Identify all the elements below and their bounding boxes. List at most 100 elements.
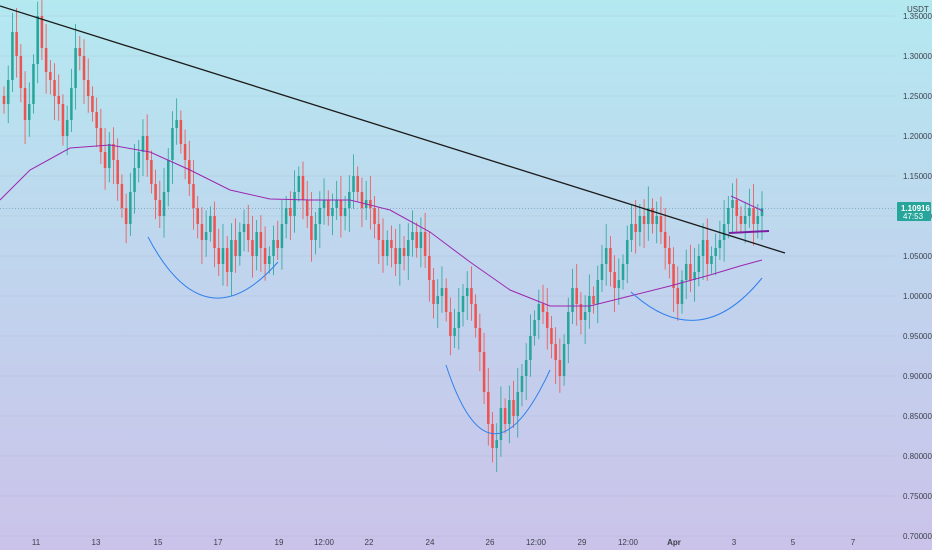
x-tick-label: 22 bbox=[365, 538, 374, 547]
candle-body bbox=[731, 200, 734, 208]
x-tick-label: 12:00 bbox=[314, 538, 335, 547]
candle-body bbox=[23, 88, 27, 120]
candle-body bbox=[748, 208, 751, 216]
candle-body bbox=[575, 288, 578, 304]
last-price-label: 1.10916 47:53 bbox=[897, 202, 931, 221]
candle-body bbox=[242, 224, 246, 232]
candle-body bbox=[326, 200, 330, 216]
candle-body bbox=[697, 256, 701, 272]
candle-body bbox=[103, 152, 107, 168]
candle-body bbox=[503, 408, 507, 424]
candle-body bbox=[710, 256, 713, 264]
candle-body bbox=[305, 200, 309, 216]
x-tick-label: 15 bbox=[154, 538, 163, 547]
candle-body bbox=[550, 328, 553, 344]
candle-body bbox=[124, 208, 128, 224]
candle-body bbox=[444, 288, 448, 312]
y-tick-label: 1.30000 bbox=[903, 52, 932, 61]
candle-body bbox=[545, 312, 549, 328]
y-tick-label: 1.15000 bbox=[903, 172, 932, 181]
candle-body bbox=[352, 176, 355, 192]
y-tick-label: 1.20000 bbox=[903, 132, 932, 141]
price-axis[interactable]: USDT 1.35000 1.30000 1.25000 1.20000 1.15000… bbox=[903, 5, 932, 541]
candle-body bbox=[82, 56, 86, 80]
candle-body bbox=[752, 208, 755, 224]
candle-body bbox=[162, 192, 166, 216]
candle-body bbox=[625, 240, 629, 264]
candle-body bbox=[91, 96, 94, 112]
time-axis[interactable]: 11 13 15 17 19 12:00 22 24 26 12:00 29 12:00 Apr 3 5 7 bbox=[32, 538, 856, 547]
candle-body bbox=[322, 200, 326, 208]
candle-body bbox=[533, 320, 536, 336]
candle-body bbox=[727, 208, 730, 224]
candle-body bbox=[268, 256, 271, 264]
candle-body bbox=[600, 264, 604, 280]
candle-body bbox=[537, 304, 541, 320]
candle-body bbox=[318, 208, 322, 224]
candle-body bbox=[621, 264, 625, 280]
candle-body bbox=[495, 440, 498, 448]
candle-body bbox=[86, 80, 90, 96]
moving-average-line bbox=[0, 144, 763, 307]
last-price-value: 1.10916 bbox=[901, 204, 930, 213]
candle-body bbox=[756, 216, 760, 224]
x-tick-label: 29 bbox=[578, 538, 587, 547]
pennant-support-line bbox=[728, 230, 770, 234]
drawings-layer bbox=[0, 5, 786, 435]
candle-body bbox=[453, 328, 456, 336]
y-tick-label: 1.05000 bbox=[903, 252, 932, 261]
candle-body bbox=[95, 112, 98, 128]
x-tick-label: 12:00 bbox=[526, 538, 547, 547]
candle-body bbox=[583, 312, 587, 320]
candle-body bbox=[339, 200, 343, 216]
candle-body bbox=[423, 232, 427, 256]
candle-body bbox=[428, 256, 431, 280]
candle-body bbox=[297, 176, 301, 192]
x-tick-label: 26 bbox=[486, 538, 495, 547]
candle-body bbox=[617, 280, 621, 288]
candle-body bbox=[99, 128, 103, 152]
candle-body bbox=[558, 360, 562, 376]
candle-body bbox=[541, 304, 545, 312]
candle-body bbox=[398, 248, 402, 264]
candle-body bbox=[419, 232, 423, 248]
candle-body bbox=[663, 232, 667, 248]
candle-body bbox=[609, 248, 612, 272]
candle-body bbox=[394, 248, 397, 264]
right-shoulder-arc bbox=[630, 277, 763, 321]
pennant-upper-line bbox=[730, 195, 764, 212]
candle-body bbox=[554, 344, 557, 360]
y-tick-label: 1.35000 bbox=[903, 12, 932, 21]
candle-body bbox=[57, 96, 61, 104]
candle-body bbox=[40, 16, 44, 48]
x-tick-label: 13 bbox=[92, 538, 101, 547]
descending-trendline bbox=[0, 5, 786, 254]
x-tick-label: 11 bbox=[32, 538, 41, 547]
x-tick-label: 17 bbox=[214, 538, 223, 547]
candle-body bbox=[280, 224, 284, 248]
candle-body bbox=[175, 120, 178, 128]
candle-body bbox=[120, 184, 124, 208]
bar-countdown: 47:53 bbox=[903, 212, 924, 221]
candle-body bbox=[209, 216, 212, 232]
candle-body bbox=[78, 48, 82, 56]
x-tick-label: 19 bbox=[275, 538, 284, 547]
candle-body bbox=[373, 208, 376, 224]
candle-body bbox=[735, 200, 738, 216]
candle-body bbox=[289, 208, 292, 216]
candle-body bbox=[407, 240, 410, 256]
candle-body bbox=[65, 120, 69, 136]
candle-body bbox=[630, 224, 633, 240]
candle-body bbox=[276, 240, 279, 248]
candle-body bbox=[53, 80, 56, 96]
candle-body bbox=[314, 224, 317, 240]
candle-body bbox=[478, 328, 482, 352]
candle-body bbox=[440, 288, 444, 296]
candle-body bbox=[36, 16, 39, 64]
candle-body bbox=[158, 200, 162, 216]
candle-body bbox=[112, 144, 115, 160]
candle-body bbox=[672, 264, 675, 288]
candle-body bbox=[356, 176, 359, 192]
